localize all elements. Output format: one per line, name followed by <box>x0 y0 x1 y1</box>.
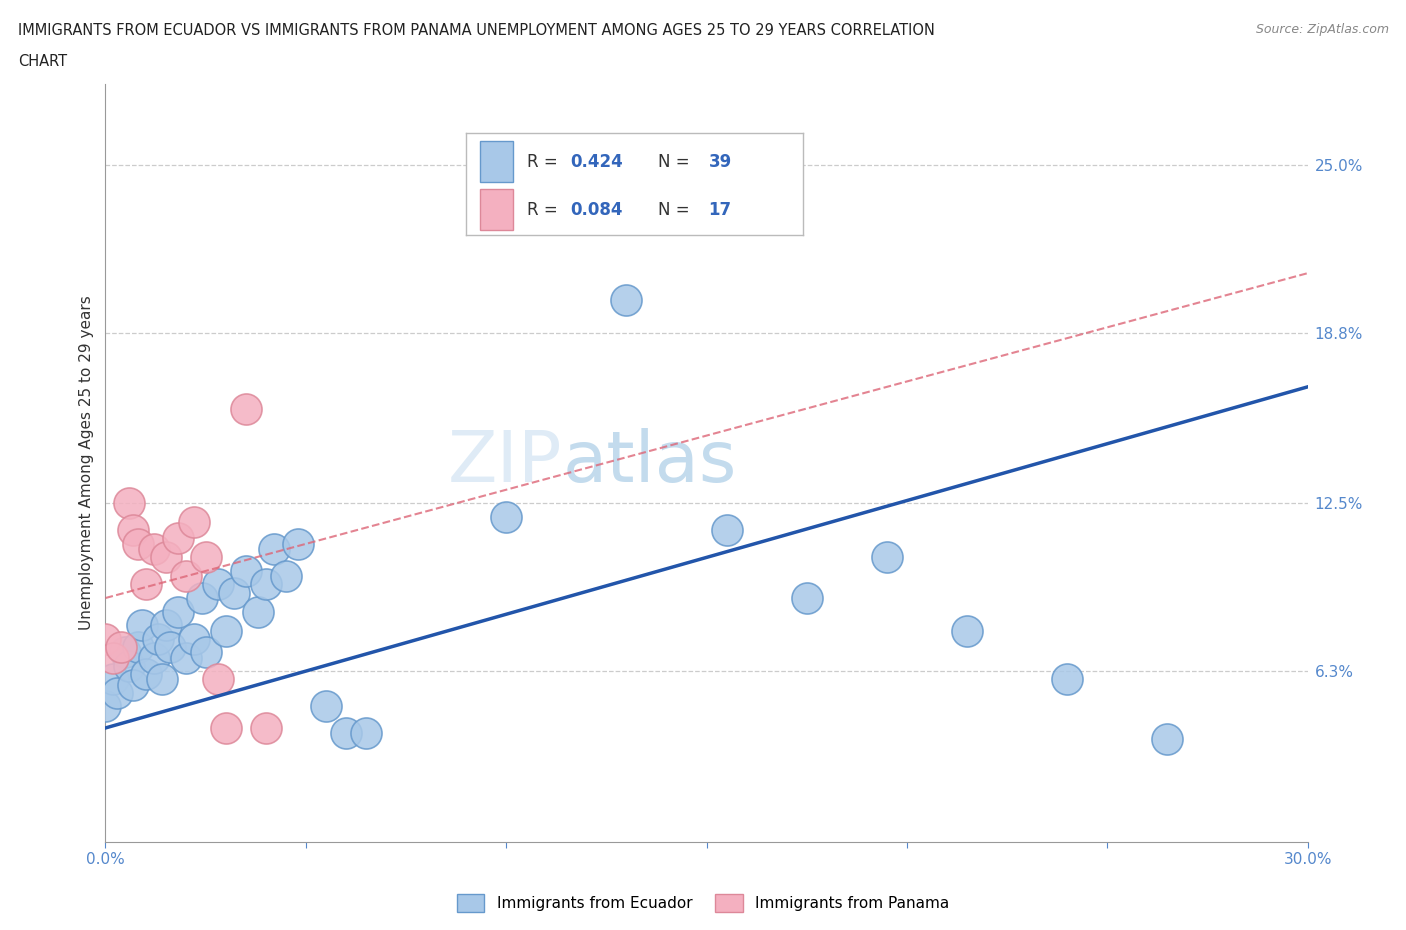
Point <box>207 577 229 591</box>
Point <box>142 542 165 557</box>
Point <box>122 523 145 538</box>
Text: Source: ZipAtlas.com: Source: ZipAtlas.com <box>1256 23 1389 36</box>
Point <box>103 671 125 686</box>
Point <box>207 671 229 686</box>
Point <box>190 591 212 605</box>
Point <box>956 623 979 638</box>
Point <box>183 631 205 646</box>
Point <box>114 644 136 659</box>
Text: 39: 39 <box>709 153 731 170</box>
Text: 0.424: 0.424 <box>571 153 623 170</box>
Point <box>127 537 149 551</box>
Text: ZIP: ZIP <box>447 428 562 498</box>
Point <box>146 631 169 646</box>
Point <box>214 721 236 736</box>
Point <box>103 650 125 665</box>
Point <box>214 623 236 638</box>
Text: CHART: CHART <box>18 54 67 69</box>
Point <box>107 685 129 700</box>
Point <box>254 721 277 736</box>
Legend: Immigrants from Ecuador, Immigrants from Panama: Immigrants from Ecuador, Immigrants from… <box>451 888 955 918</box>
Point <box>166 531 188 546</box>
Text: N =: N = <box>658 201 695 219</box>
Point <box>159 639 181 654</box>
Point <box>131 618 153 632</box>
Point <box>150 671 173 686</box>
Point <box>354 726 377 741</box>
Point <box>174 569 197 584</box>
Point <box>287 537 309 551</box>
Text: N =: N = <box>658 153 695 170</box>
Point <box>274 569 297 584</box>
Text: atlas: atlas <box>562 428 737 498</box>
Point <box>1056 671 1078 686</box>
Point <box>796 591 818 605</box>
FancyBboxPatch shape <box>479 141 513 182</box>
Point <box>315 698 337 713</box>
Point <box>263 542 285 557</box>
Point <box>246 604 269 619</box>
Point <box>222 585 245 600</box>
Point <box>135 577 157 591</box>
Point <box>118 658 141 673</box>
Point <box>155 550 177 565</box>
Point <box>194 644 217 659</box>
Point <box>110 639 132 654</box>
FancyBboxPatch shape <box>479 189 513 230</box>
Point <box>1156 731 1178 746</box>
Point <box>155 618 177 632</box>
Point <box>235 564 257 578</box>
Point <box>254 577 277 591</box>
Point <box>142 650 165 665</box>
Point <box>876 550 898 565</box>
Point <box>616 293 638 308</box>
Point <box>335 726 357 741</box>
Y-axis label: Unemployment Among Ages 25 to 29 years: Unemployment Among Ages 25 to 29 years <box>79 296 94 630</box>
Point <box>135 667 157 682</box>
Point <box>166 604 188 619</box>
Point <box>235 401 257 416</box>
Point <box>94 698 117 713</box>
Point <box>127 639 149 654</box>
Text: R =: R = <box>527 201 562 219</box>
Point <box>495 510 517 525</box>
Point <box>716 523 738 538</box>
Point <box>94 631 117 646</box>
Point <box>174 650 197 665</box>
Text: IMMIGRANTS FROM ECUADOR VS IMMIGRANTS FROM PANAMA UNEMPLOYMENT AMONG AGES 25 TO : IMMIGRANTS FROM ECUADOR VS IMMIGRANTS FR… <box>18 23 935 38</box>
Point <box>183 515 205 530</box>
Text: 0.084: 0.084 <box>571 201 623 219</box>
Text: R =: R = <box>527 153 562 170</box>
Point <box>118 496 141 511</box>
Point <box>122 677 145 692</box>
Point <box>194 550 217 565</box>
Text: 17: 17 <box>709 201 731 219</box>
